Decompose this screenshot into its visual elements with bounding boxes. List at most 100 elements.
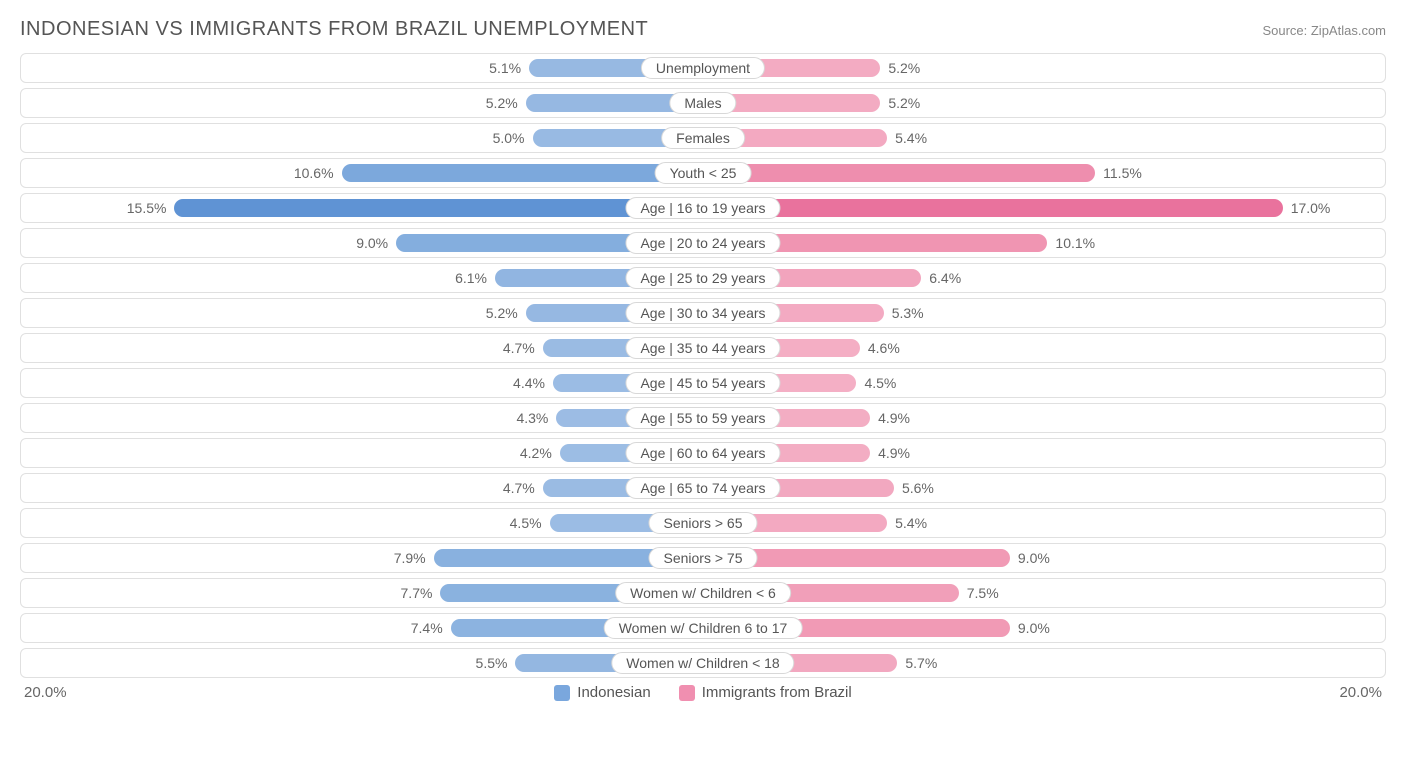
right-bar [703, 199, 1283, 217]
right-value: 4.6% [860, 340, 908, 356]
category-label: Women w/ Children < 6 [615, 582, 791, 604]
left-value: 5.2% [478, 95, 526, 111]
row-right-half: 5.7% [703, 649, 1385, 677]
row-right-half: 4.9% [703, 404, 1385, 432]
chart-row: 7.4% 9.0% Women w/ Children 6 to 17 [20, 613, 1386, 643]
category-label: Women w/ Children < 18 [611, 652, 794, 674]
left-bar [342, 164, 703, 182]
row-left-half: 6.1% [21, 264, 703, 292]
right-value: 5.4% [887, 515, 935, 531]
category-label: Youth < 25 [655, 162, 752, 184]
row-left-half: 5.2% [21, 299, 703, 327]
chart-row: 5.2%5.3%Age | 30 to 34 years [20, 298, 1386, 328]
category-label: Age | 30 to 34 years [625, 302, 780, 324]
right-value: 4.5% [856, 375, 904, 391]
row-left-half: 5.1% [21, 54, 703, 82]
chart-row: 4.4% 4.5% Age | 45 to 54 years [20, 368, 1386, 398]
row-left-half: 7.4% [21, 614, 703, 642]
row-right-half: 4.6% [703, 334, 1385, 362]
left-value: 4.4% [505, 375, 553, 391]
left-value: 5.5% [468, 655, 516, 671]
category-label: Age | 25 to 29 years [625, 267, 780, 289]
row-left-half: 7.9% [21, 544, 703, 572]
chart-title: INDONESIAN VS IMMIGRANTS FROM BRAZIL UNE… [20, 18, 648, 41]
right-value: 5.4% [887, 130, 935, 146]
header: INDONESIAN VS IMMIGRANTS FROM BRAZIL UNE… [20, 18, 1386, 41]
chart-footer: 20.0% Indonesian Immigrants from Brazil … [20, 684, 1386, 701]
left-value: 4.7% [495, 340, 543, 356]
left-value: 7.7% [393, 585, 441, 601]
chart-row: 5.2% 5.2% Males [20, 88, 1386, 118]
left-value: 4.7% [495, 480, 543, 496]
chart-row: 6.1%6.4%Age | 25 to 29 years [20, 263, 1386, 293]
left-value: 4.2% [512, 445, 560, 461]
left-value: 15.5% [119, 200, 175, 216]
row-left-half: 4.5% [21, 509, 703, 537]
row-right-half: 4.5% [703, 369, 1385, 397]
left-value: 9.0% [348, 235, 396, 251]
right-bar [703, 164, 1095, 182]
category-label: Age | 35 to 44 years [625, 337, 780, 359]
category-label: Age | 45 to 54 years [625, 372, 780, 394]
row-left-half: 4.2% [21, 439, 703, 467]
right-value: 5.7% [897, 655, 945, 671]
left-value: 7.4% [403, 620, 451, 636]
row-left-half: 15.5% [21, 194, 703, 222]
right-value: 4.9% [870, 445, 918, 461]
right-value: 10.1% [1047, 235, 1103, 251]
row-right-half: 5.2% [703, 89, 1385, 117]
row-right-half: 5.4% [703, 509, 1385, 537]
chart-row: 9.0% 10.1% Age | 20 to 24 years [20, 228, 1386, 258]
axis-left-max: 20.0% [24, 684, 67, 701]
right-value: 5.2% [880, 60, 928, 76]
left-value: 6.1% [447, 270, 495, 286]
row-right-half: 5.6% [703, 474, 1385, 502]
category-label: Males [669, 92, 736, 114]
legend-item-right: Immigrants from Brazil [679, 684, 852, 701]
category-label: Females [661, 127, 745, 149]
left-bar [174, 199, 703, 217]
chart-row: 4.7% 4.6% Age | 35 to 44 years [20, 333, 1386, 363]
right-value: 4.9% [870, 410, 918, 426]
legend-label-left: Indonesian [577, 684, 650, 701]
row-right-half: 10.1% [703, 229, 1385, 257]
category-label: Unemployment [641, 57, 765, 79]
row-right-half: 9.0% [703, 614, 1385, 642]
right-value: 5.2% [880, 95, 928, 111]
row-left-half: 5.5% [21, 649, 703, 677]
chart-row: 15.5% 17.0% Age | 16 to 19 years [20, 193, 1386, 223]
row-left-half: 10.6% [21, 159, 703, 187]
chart-row: 4.3%4.9%Age | 55 to 59 years [20, 403, 1386, 433]
row-left-half: 5.2% [21, 89, 703, 117]
row-left-half: 5.0% [21, 124, 703, 152]
chart-row: 4.2% 4.9% Age | 60 to 64 years [20, 438, 1386, 468]
chart-row: 7.7% 7.5%Women w/ Children < 6 [20, 578, 1386, 608]
category-label: Age | 20 to 24 years [625, 232, 780, 254]
category-label: Age | 16 to 19 years [625, 197, 780, 219]
row-right-half: 5.2% [703, 54, 1385, 82]
right-value: 9.0% [1010, 620, 1058, 636]
legend-swatch-right [679, 685, 695, 701]
category-label: Seniors > 75 [649, 547, 758, 569]
chart-row: 5.0% 5.4% Females [20, 123, 1386, 153]
row-left-half: 4.7% [21, 334, 703, 362]
right-value: 9.0% [1010, 550, 1058, 566]
legend-item-left: Indonesian [554, 684, 650, 701]
row-right-half: 7.5% [703, 579, 1385, 607]
right-value: 11.5% [1095, 165, 1150, 181]
chart-row: 4.7%5.6%Age | 65 to 74 years [20, 473, 1386, 503]
category-label: Age | 60 to 64 years [625, 442, 780, 464]
row-right-half: 17.0% [703, 194, 1385, 222]
right-value: 17.0% [1283, 200, 1339, 216]
category-label: Women w/ Children 6 to 17 [604, 617, 803, 639]
row-right-half: 5.4% [703, 124, 1385, 152]
category-label: Age | 55 to 59 years [625, 407, 780, 429]
legend-swatch-left [554, 685, 570, 701]
axis-right-max: 20.0% [1339, 684, 1382, 701]
chart-row: 4.5%5.4%Seniors > 65 [20, 508, 1386, 538]
left-value: 7.9% [386, 550, 434, 566]
row-left-half: 4.4% [21, 369, 703, 397]
left-value: 5.0% [485, 130, 533, 146]
source-label: Source: ZipAtlas.com [1262, 23, 1386, 38]
chart-row: 7.9% 9.0% Seniors > 75 [20, 543, 1386, 573]
